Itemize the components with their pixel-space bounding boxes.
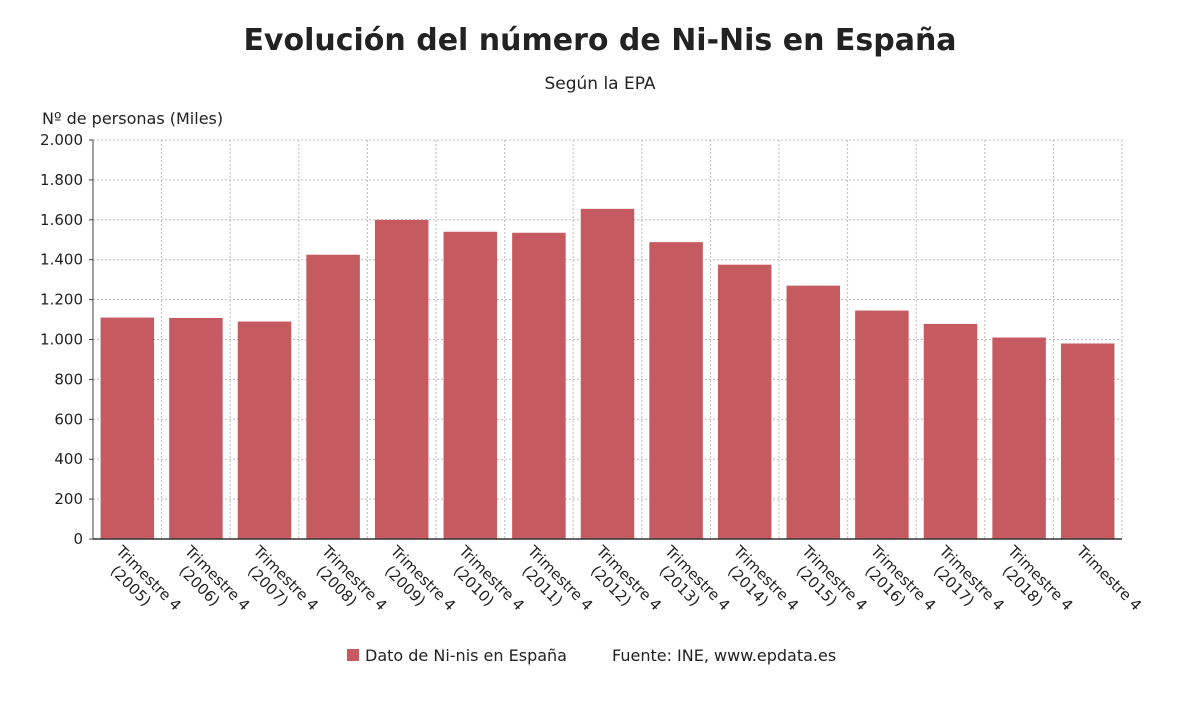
x-tick-label: Trimestre 4(2013) xyxy=(648,541,734,627)
bar xyxy=(717,264,772,539)
x-tick-label: Trimestre 4(2017) xyxy=(922,541,1008,627)
bar xyxy=(306,254,360,539)
y-tick-label: 200 xyxy=(54,490,83,508)
bar xyxy=(374,219,429,540)
x-tick-label: Trimestre 4(2010) xyxy=(442,541,528,627)
y-tick-label: 600 xyxy=(54,410,83,428)
x-tick-label: Trimestre 4(2016) xyxy=(854,541,940,627)
bar xyxy=(237,321,292,539)
source: Fuente: INE, www.epdata.es xyxy=(612,646,836,665)
bar xyxy=(580,208,635,539)
bar xyxy=(992,337,1046,539)
x-tick-label: Trimestre 4(2018) xyxy=(991,541,1077,627)
chart-subtitle: Según la EPA xyxy=(544,74,655,94)
x-tick-label: Trimestre 4 xyxy=(1072,541,1145,614)
y-tick-label: 1.800 xyxy=(40,171,83,189)
x-tick-label: Trimestre 4(2011) xyxy=(511,541,597,627)
bar xyxy=(512,232,566,539)
legend-swatch xyxy=(347,649,359,661)
bar xyxy=(649,242,703,540)
legend-label: Dato de Ni-nis en España xyxy=(365,646,567,665)
y-tick-label: 1.400 xyxy=(40,251,83,269)
bar xyxy=(100,317,155,539)
x-tick-label: Trimestre 4(2015) xyxy=(785,541,871,627)
bar xyxy=(923,323,978,539)
y-tick-label: 400 xyxy=(54,450,83,468)
x-tick-label: Trimestre 4(2008) xyxy=(305,541,391,627)
y-tick-label: 1.000 xyxy=(40,331,83,349)
y-tick-label: 2.000 xyxy=(40,131,83,149)
x-tick-label: Trimestre 4(2007) xyxy=(236,541,322,627)
bar xyxy=(1060,343,1115,539)
y-tick-label: 800 xyxy=(54,370,83,388)
x-tick-label: Trimestre 4(2014) xyxy=(716,541,802,627)
bar xyxy=(786,285,841,539)
bar xyxy=(443,231,498,539)
x-tick-label: Trimestre 4(2012) xyxy=(579,541,665,627)
bar xyxy=(169,317,223,539)
chart-title: Evolución del número de Ni-Nis en España xyxy=(243,23,956,58)
x-tick-label: Trimestre 4(2009) xyxy=(373,541,459,627)
bar xyxy=(855,310,909,539)
y-tick-label: 1.600 xyxy=(40,211,83,229)
y-axis-label: Nº de personas (Miles) xyxy=(42,109,223,128)
x-tick-label: Trimestre 4(2005) xyxy=(99,541,185,627)
x-tick-label: Trimestre 4(2006) xyxy=(168,541,254,627)
y-tick-label: 1.200 xyxy=(40,291,83,309)
y-tick-label: 0 xyxy=(73,530,83,548)
